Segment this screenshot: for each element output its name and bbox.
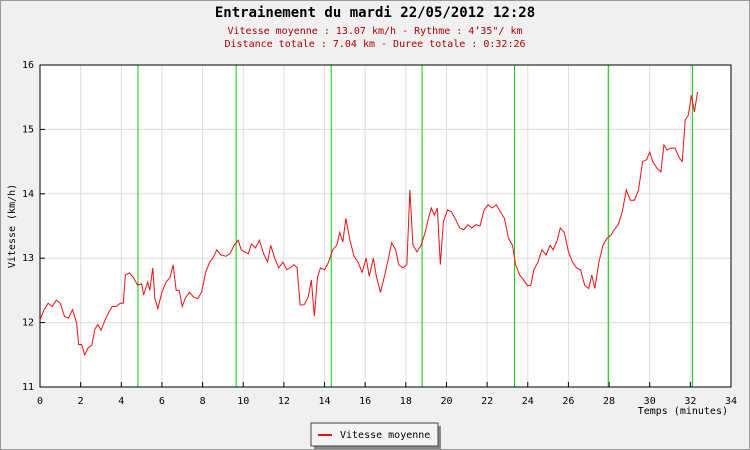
legend-label: Vitesse moyenne <box>340 430 430 441</box>
y-tick-label: 12 <box>22 318 34 329</box>
subtitle: Vitesse moyenne : 13.07 km/h - Rythme : … <box>227 26 522 37</box>
y-tick-label: 14 <box>22 189 34 200</box>
x-tick-label: 6 <box>159 396 165 407</box>
x-tick-label: 32 <box>684 396 696 407</box>
chart-title: Entrainement du mardi 22/05/2012 12:28 <box>215 5 535 21</box>
x-tick-label: 4 <box>118 396 124 407</box>
x-tick-label: 20 <box>440 396 452 407</box>
x-tick-label: 26 <box>562 396 574 407</box>
x-axis-label: Temps (minutes) <box>638 406 728 417</box>
x-tick-label: 2 <box>78 396 84 407</box>
legend-box <box>310 422 439 447</box>
y-tick-label: 15 <box>22 124 34 135</box>
x-tick-label: 12 <box>278 396 290 407</box>
x-tick-label: 14 <box>319 396 331 407</box>
x-tick-label: 16 <box>359 396 371 407</box>
x-tick-label: 28 <box>603 396 615 407</box>
x-tick-label: 34 <box>725 396 737 407</box>
y-tick-label: 11 <box>22 382 34 393</box>
x-tick-label: 8 <box>200 396 206 407</box>
y-tick-label: 16 <box>22 60 34 71</box>
x-tick-label: 10 <box>237 396 249 407</box>
x-tick-label: 18 <box>400 396 412 407</box>
x-tick-label: 24 <box>522 396 534 407</box>
data-line <box>39 91 698 357</box>
y-tick-label: 13 <box>22 253 34 264</box>
x-tick-label: 0 <box>37 396 43 407</box>
plot-area <box>40 65 731 387</box>
subtitle: Distance totale : 7.04 km - Duree totale… <box>224 39 525 50</box>
x-tick-label: 22 <box>481 396 493 407</box>
x-tick-label: 30 <box>644 396 656 407</box>
y-axis-label: Vitesse (km/h) <box>7 184 18 268</box>
plot-border <box>39 64 732 388</box>
